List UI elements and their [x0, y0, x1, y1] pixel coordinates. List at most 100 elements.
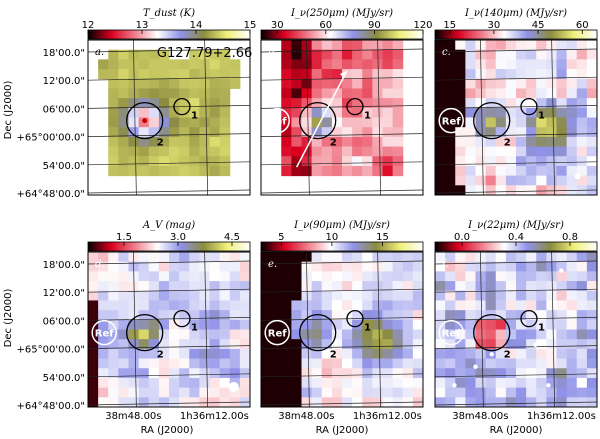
map-pixel — [392, 88, 404, 99]
map-pixel — [536, 98, 547, 109]
map-pixel — [352, 319, 363, 330]
map-pixel — [556, 146, 568, 157]
map-pixel — [311, 78, 323, 89]
source-1-circle — [520, 98, 538, 116]
map-pixel — [546, 136, 558, 148]
map-pixel — [98, 319, 109, 330]
map-pixel — [372, 98, 384, 109]
map-pixel — [301, 107, 313, 118]
map-pixel — [158, 98, 170, 109]
map-pixel — [108, 271, 119, 282]
dec-gridline — [87, 288, 251, 293]
map-pixel — [219, 146, 231, 157]
map-pixel — [239, 252, 251, 263]
source-1-label: 1 — [191, 323, 198, 334]
ref-circle — [438, 319, 464, 346]
map-pixel — [301, 397, 313, 408]
map-pixel — [536, 261, 547, 272]
map-pixel — [189, 339, 200, 350]
map-pixel — [342, 252, 353, 263]
map-pixel — [158, 261, 170, 272]
map-pixel — [372, 348, 384, 360]
map-pixel — [271, 261, 282, 272]
map-pixel — [526, 117, 537, 128]
map-pixel — [148, 156, 160, 167]
map-pixel — [321, 358, 333, 369]
map-pixel — [229, 368, 241, 379]
colorbar-label: I_ν(22μm) (MJy/sr) — [467, 220, 564, 231]
map-pixel — [402, 261, 414, 272]
map-pixel — [321, 271, 333, 282]
map-pixel — [158, 358, 170, 369]
map-pixel — [128, 252, 140, 263]
map-pixel — [352, 69, 363, 80]
map-pixel — [412, 290, 424, 301]
map-pixel — [128, 107, 140, 118]
map-pixel — [189, 377, 200, 389]
map-pixel — [108, 348, 119, 360]
map-pixel — [209, 252, 221, 263]
map-pixel — [445, 107, 456, 118]
dec-gridline — [434, 260, 598, 265]
map-pixel — [485, 88, 497, 99]
map-pixel — [138, 397, 150, 408]
map-pixel — [179, 310, 190, 321]
map-pixel — [169, 146, 180, 157]
map-pixel — [108, 146, 119, 157]
map-pixel — [179, 300, 190, 311]
map-pixel — [301, 329, 313, 340]
map-pixel — [352, 156, 363, 167]
map-pixel — [138, 127, 150, 138]
map-pixel — [108, 310, 119, 321]
map-pixel — [516, 319, 527, 330]
map-pixel — [271, 377, 282, 389]
map-pixel — [321, 40, 333, 51]
map-pixel — [321, 69, 333, 80]
map-pixel — [465, 348, 477, 360]
map-pixel — [435, 252, 446, 263]
map-pixel — [505, 252, 517, 263]
ra-tick-label: 38m48.00s — [452, 411, 508, 422]
map-pixel — [331, 49, 343, 60]
map-pixel — [382, 107, 394, 118]
map-pixel — [516, 358, 527, 369]
map-pixel — [179, 59, 190, 70]
map-pixel — [576, 156, 588, 167]
map-pixel — [301, 78, 313, 89]
map-pixel — [108, 78, 119, 89]
map-pixel — [169, 387, 180, 398]
map-pixel — [536, 127, 547, 138]
map-pixel — [556, 368, 568, 379]
map-pixel — [435, 69, 446, 80]
map-pixel — [199, 165, 211, 177]
map-pixel — [412, 271, 424, 282]
map-pixel — [189, 397, 200, 408]
ra-gridline — [551, 251, 555, 408]
map-pixel — [546, 271, 558, 282]
map-pixel — [281, 127, 292, 138]
ref-label: Ref — [95, 329, 114, 340]
map-pixel — [301, 117, 313, 128]
map-pixel — [301, 98, 313, 109]
map-pixel — [566, 377, 578, 389]
map-pixel — [372, 146, 384, 157]
colorbar-tick-label: 45 — [532, 20, 545, 31]
map-pixel — [128, 290, 140, 301]
map-pixel — [392, 368, 404, 379]
panel-label: c. — [442, 47, 451, 58]
map-pixel — [495, 117, 507, 128]
map-pixel — [556, 78, 568, 89]
map-pixel — [342, 339, 353, 350]
map-pixel — [209, 329, 221, 340]
map-pixel — [526, 368, 537, 379]
map-pixel — [435, 310, 446, 321]
map-pixel — [148, 348, 160, 360]
map-pixel — [465, 368, 477, 379]
map-pixel — [88, 329, 99, 340]
map-pixel — [98, 377, 109, 389]
map-pixel — [485, 175, 497, 186]
map-pixel — [261, 329, 272, 340]
map-pixel — [372, 358, 384, 369]
dec-gridline — [87, 161, 251, 166]
map-pixel — [311, 261, 323, 272]
